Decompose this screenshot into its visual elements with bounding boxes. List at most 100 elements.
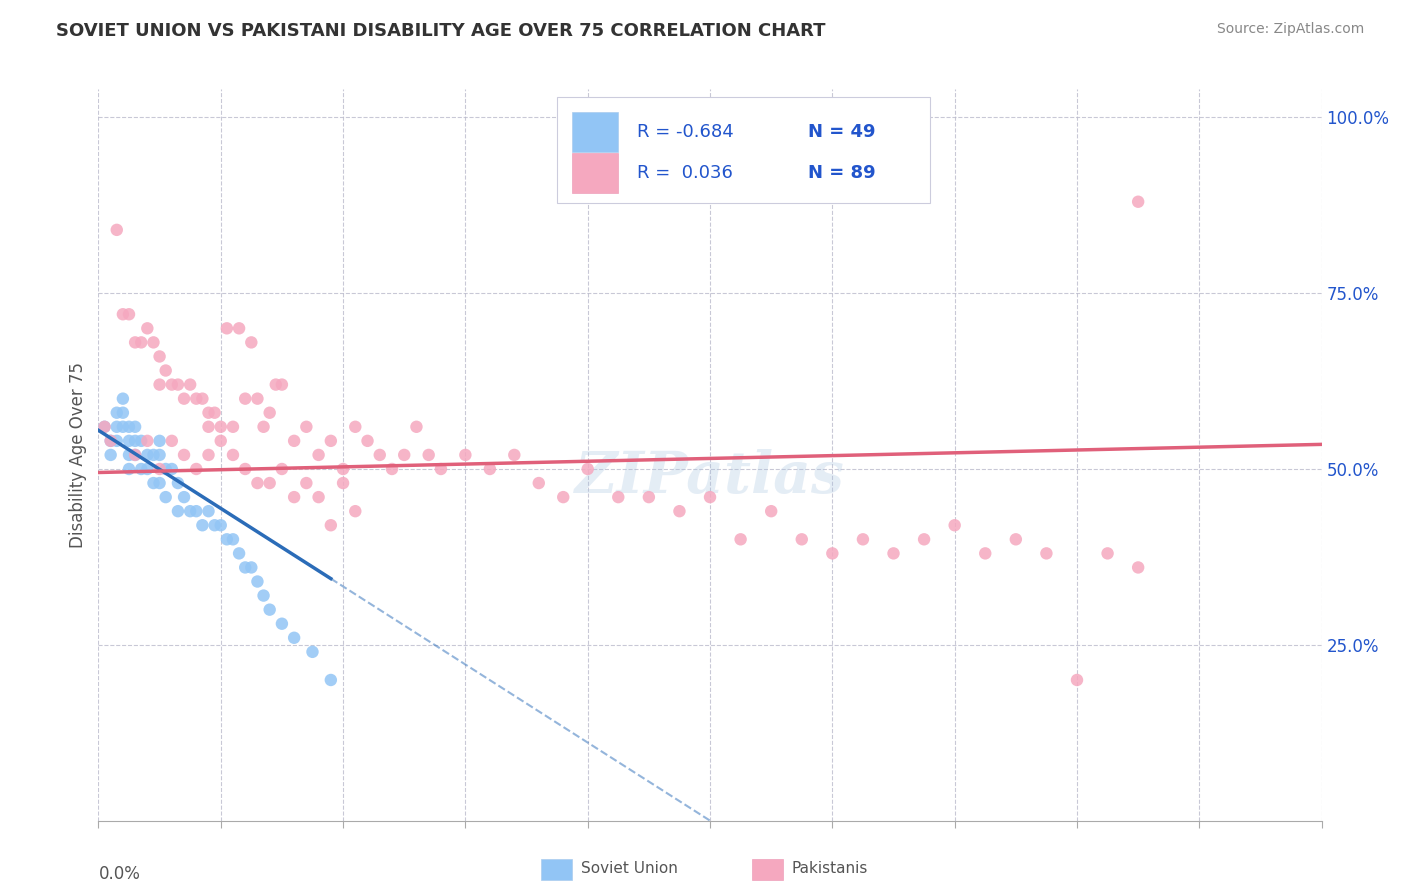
Point bbox=[332, 476, 354, 491]
Point bbox=[699, 490, 721, 504]
Point bbox=[160, 462, 183, 476]
Point bbox=[124, 448, 146, 462]
Point bbox=[308, 490, 330, 504]
Point bbox=[173, 448, 195, 462]
FancyBboxPatch shape bbox=[557, 96, 931, 202]
Point bbox=[149, 448, 172, 462]
Point bbox=[111, 307, 134, 321]
Point bbox=[149, 462, 172, 476]
Point bbox=[160, 434, 183, 448]
Point bbox=[418, 448, 440, 462]
Point bbox=[93, 419, 115, 434]
Point bbox=[149, 350, 172, 364]
Point bbox=[943, 518, 966, 533]
Point bbox=[270, 377, 292, 392]
Point bbox=[197, 419, 219, 434]
Point bbox=[186, 392, 208, 406]
Point bbox=[295, 419, 318, 434]
Point bbox=[124, 448, 146, 462]
Point bbox=[160, 377, 183, 392]
Text: Soviet Union: Soviet Union bbox=[581, 862, 678, 876]
Point bbox=[209, 434, 232, 448]
Point bbox=[283, 434, 305, 448]
Point bbox=[129, 462, 152, 476]
Point bbox=[821, 546, 844, 560]
Point bbox=[283, 631, 305, 645]
Text: R = -0.684: R = -0.684 bbox=[637, 122, 734, 141]
Point bbox=[105, 223, 128, 237]
Point bbox=[332, 462, 354, 476]
Point bbox=[179, 377, 201, 392]
Point bbox=[118, 434, 141, 448]
Point bbox=[105, 419, 128, 434]
Point bbox=[295, 476, 318, 491]
Point bbox=[204, 518, 226, 533]
Point bbox=[790, 533, 813, 547]
Point bbox=[204, 406, 226, 420]
FancyBboxPatch shape bbox=[572, 112, 619, 152]
Point bbox=[118, 448, 141, 462]
Point bbox=[155, 490, 177, 504]
Point bbox=[197, 504, 219, 518]
Point bbox=[392, 448, 416, 462]
Point bbox=[142, 335, 165, 350]
Point bbox=[368, 448, 391, 462]
Point bbox=[319, 673, 342, 687]
Point bbox=[155, 462, 177, 476]
Point bbox=[503, 448, 526, 462]
Point bbox=[259, 602, 281, 616]
Point bbox=[233, 560, 256, 574]
Point bbox=[730, 533, 752, 547]
Point bbox=[430, 462, 453, 476]
Point bbox=[136, 448, 159, 462]
Point bbox=[167, 377, 190, 392]
Point bbox=[215, 321, 238, 335]
Point bbox=[356, 434, 378, 448]
Point bbox=[155, 363, 177, 377]
Point bbox=[124, 335, 146, 350]
Point bbox=[173, 490, 195, 504]
Point bbox=[93, 419, 115, 434]
Point bbox=[228, 546, 250, 560]
Point bbox=[179, 504, 201, 518]
Point bbox=[136, 434, 159, 448]
Point bbox=[344, 419, 367, 434]
Point bbox=[852, 533, 875, 547]
Point bbox=[252, 419, 274, 434]
Point bbox=[527, 476, 550, 491]
Point bbox=[259, 476, 281, 491]
Point bbox=[319, 518, 342, 533]
Point bbox=[270, 616, 292, 631]
Point bbox=[118, 307, 141, 321]
Point bbox=[759, 504, 782, 518]
Text: N = 49: N = 49 bbox=[808, 122, 876, 141]
Point bbox=[111, 392, 134, 406]
Point bbox=[100, 434, 122, 448]
Point bbox=[167, 476, 190, 491]
FancyBboxPatch shape bbox=[572, 153, 619, 194]
Point bbox=[129, 335, 152, 350]
Point bbox=[209, 518, 232, 533]
Text: Source: ZipAtlas.com: Source: ZipAtlas.com bbox=[1216, 22, 1364, 37]
Point bbox=[553, 490, 575, 504]
Point bbox=[142, 476, 165, 491]
Point bbox=[105, 406, 128, 420]
Point bbox=[129, 434, 152, 448]
Point bbox=[405, 419, 427, 434]
Point bbox=[197, 406, 219, 420]
Point bbox=[252, 589, 274, 603]
Point bbox=[1097, 546, 1119, 560]
Point bbox=[301, 645, 323, 659]
Point bbox=[607, 490, 630, 504]
Point bbox=[222, 533, 245, 547]
Point bbox=[149, 377, 172, 392]
Text: R =  0.036: R = 0.036 bbox=[637, 164, 733, 182]
Point bbox=[222, 419, 245, 434]
Point bbox=[142, 448, 165, 462]
Point bbox=[1128, 560, 1150, 574]
Point bbox=[1128, 194, 1150, 209]
Point bbox=[240, 560, 263, 574]
Point bbox=[246, 574, 269, 589]
Point bbox=[259, 406, 281, 420]
Point bbox=[167, 504, 190, 518]
